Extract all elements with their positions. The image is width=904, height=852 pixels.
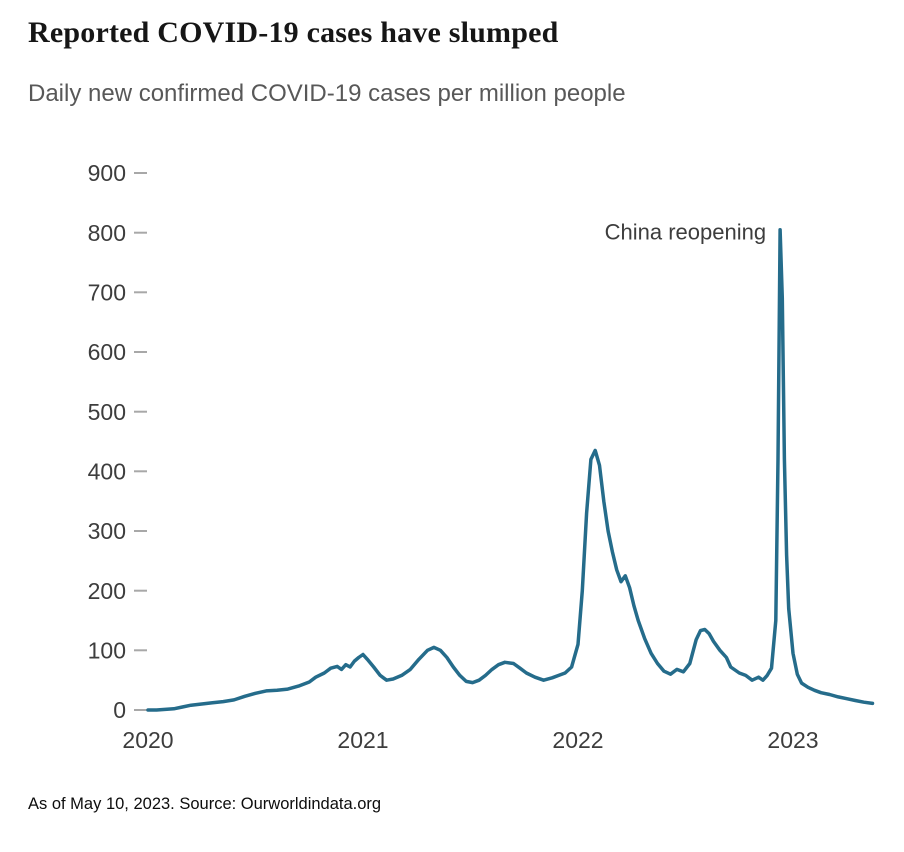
y-axis-tick-label: 600 — [88, 339, 126, 365]
y-axis-tick-label: 200 — [88, 578, 126, 604]
y-axis-tick-label: 500 — [88, 399, 126, 425]
y-axis-tick-label: 800 — [88, 220, 126, 246]
chart-title: Reported COVID-19 cases have slumped — [28, 16, 559, 49]
x-axis-tick-label: 2021 — [337, 727, 388, 753]
x-axis-tick-label: 2023 — [767, 727, 818, 753]
y-axis-tick-label: 100 — [88, 637, 126, 663]
x-axis-tick-label: 2020 — [122, 727, 173, 753]
source-note: As of May 10, 2023. Source: Ourworldinda… — [28, 795, 382, 813]
y-axis-tick-label: 400 — [88, 458, 126, 484]
chart-subtitle: Daily new confirmed COVID-19 cases per m… — [28, 80, 626, 107]
y-axis-tick-label: 300 — [88, 518, 126, 544]
annotation-china-reopening-label: China reopening — [605, 220, 766, 245]
data-series-line — [146, 227, 875, 712]
y-axis-tick-label: 900 — [88, 160, 126, 186]
x-axis-tick-label: 2022 — [552, 727, 603, 753]
y-axis-tick-label: 0 — [113, 697, 126, 723]
y-axis-tick-label: 700 — [88, 279, 126, 305]
